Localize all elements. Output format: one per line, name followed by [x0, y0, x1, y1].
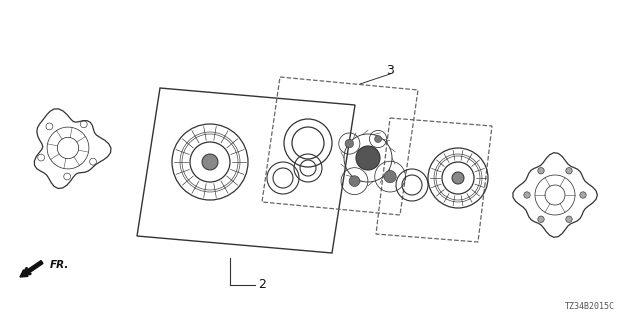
Circle shape — [374, 136, 381, 142]
Circle shape — [566, 168, 572, 174]
FancyArrow shape — [20, 260, 43, 277]
Circle shape — [345, 139, 353, 148]
Text: 3: 3 — [386, 63, 394, 76]
Circle shape — [452, 172, 464, 184]
Circle shape — [580, 192, 586, 198]
Circle shape — [538, 216, 544, 222]
Circle shape — [202, 154, 218, 170]
Circle shape — [384, 171, 396, 183]
Circle shape — [349, 176, 360, 187]
Text: FR.: FR. — [50, 260, 69, 270]
Text: 2: 2 — [258, 278, 266, 292]
Circle shape — [524, 192, 530, 198]
Text: TZ34B2015C: TZ34B2015C — [565, 302, 615, 311]
Circle shape — [566, 216, 572, 222]
Circle shape — [538, 168, 544, 174]
Circle shape — [356, 146, 380, 170]
